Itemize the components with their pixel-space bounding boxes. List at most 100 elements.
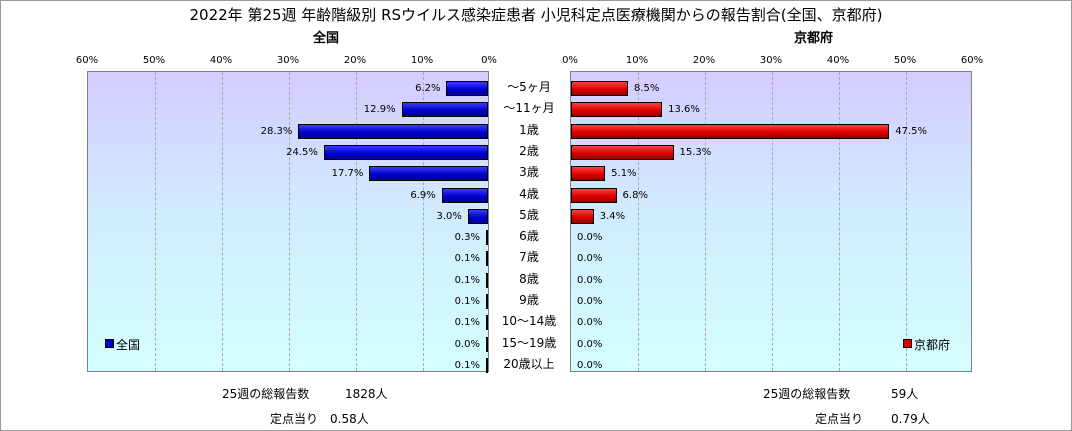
- age-category-label: 20歳以上: [503, 356, 555, 371]
- kyoto-legend-swatch: [903, 339, 912, 348]
- national-panel-title: 全国: [313, 31, 340, 46]
- kyoto-x-tick: 40%: [826, 55, 850, 66]
- age-category-label: 9歳: [519, 293, 539, 307]
- kyoto-bar-value-label: 0.0%: [577, 253, 603, 265]
- national-bar: [441, 187, 488, 203]
- kyoto-gridline: [705, 72, 706, 371]
- kyoto-bar-value-label: 47.5%: [895, 125, 928, 137]
- national-bar: [486, 251, 488, 267]
- age-category-label: 7歳: [519, 250, 539, 265]
- national-x-tick: 0%: [481, 55, 497, 66]
- kyoto-bar-value-label: 6.8%: [622, 189, 648, 201]
- national-bar: [446, 81, 488, 96]
- national-legend-swatch: [105, 339, 114, 348]
- national-x-tick: 20%: [343, 55, 367, 66]
- national-bar-value-label: 0.0%: [454, 338, 480, 350]
- national-gridline: [356, 72, 357, 371]
- national-bar: [467, 208, 488, 224]
- national-bar-value-label: 12.9%: [363, 104, 396, 116]
- kyoto-bar-value-label: 0.0%: [577, 296, 603, 307]
- kyoto-gridline: [772, 72, 773, 371]
- national-total-value: 1828人: [345, 387, 388, 401]
- national-legend-label: 全国: [116, 338, 141, 352]
- kyoto-bar: [571, 81, 628, 96]
- national-bar: [298, 123, 488, 139]
- kyoto-per-value: 0.79人: [891, 412, 930, 426]
- kyoto-x-tick: 10%: [625, 55, 649, 66]
- kyoto-bar-value-label: 0.0%: [577, 317, 603, 329]
- national-bar-value-label: 0.1%: [454, 296, 480, 307]
- national-bar-value-label: 0.3%: [454, 232, 480, 244]
- national-bar-value-label: 6.9%: [410, 189, 436, 201]
- kyoto-bar-value-label: 0.0%: [577, 338, 603, 350]
- kyoto-bar: [571, 102, 663, 118]
- national-plot-area: 6.2% 12.9% 28.3% 24.5% 17.7% 6.9% 3.0% 0.3% 0.1%…: [87, 71, 489, 373]
- national-bar-value-label: 6.2%: [415, 83, 441, 94]
- national-x-tick: 60%: [75, 55, 99, 66]
- national-x-tick: 40%: [209, 55, 233, 66]
- kyoto-total-label: 25週の総報告数: [763, 387, 851, 401]
- national-bar-value-label: 24.5%: [286, 146, 318, 158]
- national-gridline: [423, 72, 424, 371]
- age-category-label: 10～14歳: [501, 314, 557, 329]
- kyoto-panel-title: 京都府: [794, 31, 834, 46]
- national-legend: 全国: [105, 336, 140, 353]
- kyoto-bar-value-label: 8.5%: [633, 83, 660, 94]
- kyoto-plot-area: 8.5% 13.6% 47.5% 15.3% 5.1% 6.8% 3.4% 0.0% 0.0% 0…: [570, 71, 972, 372]
- kyoto-bar: [571, 187, 617, 203]
- kyoto-per-label: 定点当り: [815, 412, 864, 426]
- national-bar-value-label: 0.1%: [454, 274, 480, 286]
- national-bar-value-label: 3.0%: [436, 210, 462, 222]
- age-category-label: 6歳: [519, 229, 539, 244]
- national-x-tick: 30%: [276, 55, 300, 66]
- age-category-label: 8歳: [519, 271, 539, 286]
- age-category-label: ～11ヶ月: [503, 101, 555, 116]
- national-bar: [486, 294, 488, 309]
- national-total-label: 25週の総報告数: [222, 387, 310, 401]
- kyoto-bar-value-label: 0.0%: [577, 232, 603, 244]
- national-bar: [485, 230, 488, 246]
- kyoto-legend: 京都府: [903, 336, 950, 353]
- age-category-label: 4歳: [519, 186, 539, 201]
- national-bar: [486, 336, 488, 352]
- kyoto-x-tick: 50%: [893, 55, 917, 66]
- national-gridline: [289, 72, 290, 371]
- national-bar: [369, 166, 488, 182]
- kyoto-bar-value-label: 15.3%: [679, 146, 712, 158]
- kyoto-x-tick: 20%: [692, 55, 716, 66]
- kyoto-legend-label: 京都府: [914, 338, 951, 352]
- national-bar: [486, 315, 488, 331]
- kyoto-gridline: [839, 72, 840, 371]
- kyoto-bar: [571, 144, 674, 160]
- national-gridline: [155, 72, 156, 371]
- age-category-label: 3歳: [519, 165, 539, 180]
- national-per-label: 定点当り: [270, 412, 319, 426]
- kyoto-x-tick: 60%: [960, 55, 984, 66]
- national-bar: [401, 102, 488, 118]
- national-bar-value-label: 0.1%: [454, 253, 480, 265]
- national-x-tick: 10%: [410, 55, 434, 66]
- national-bar-value-label: 28.3%: [260, 125, 293, 137]
- national-bar-value-label: 0.1%: [454, 317, 480, 329]
- kyoto-bar-value-label: 13.6%: [668, 104, 700, 116]
- age-category-label: 15～19歳: [501, 335, 557, 350]
- kyoto-bar-value-label: 0.0%: [577, 359, 603, 371]
- kyoto-bar-value-label: 5.1%: [611, 168, 637, 180]
- national-x-tick: 50%: [142, 55, 166, 66]
- kyoto-gridline: [906, 72, 907, 371]
- chart-title: 2022年 第25週 年齢階級別 RSウイルス感染症患者 小児科定点医療機関から…: [189, 6, 883, 24]
- kyoto-x-tick: 0%: [562, 55, 578, 66]
- national-bar-value-label: 0.1%: [454, 359, 480, 371]
- kyoto-gridline: [638, 72, 639, 371]
- age-category-label: 5歳: [519, 207, 539, 222]
- age-category-label: 1歳: [519, 122, 539, 137]
- kyoto-bar: [571, 166, 606, 182]
- age-category-label: ～5ヶ月: [507, 80, 551, 94]
- kyoto-bar: [571, 208, 594, 224]
- kyoto-x-tick: 30%: [759, 55, 783, 66]
- national-bar: [323, 144, 488, 160]
- national-gridline: [222, 72, 223, 371]
- kyoto-bar-value-label: 3.4%: [599, 210, 626, 222]
- national-bar: [486, 357, 488, 373]
- age-category-label: 2歳: [519, 143, 539, 158]
